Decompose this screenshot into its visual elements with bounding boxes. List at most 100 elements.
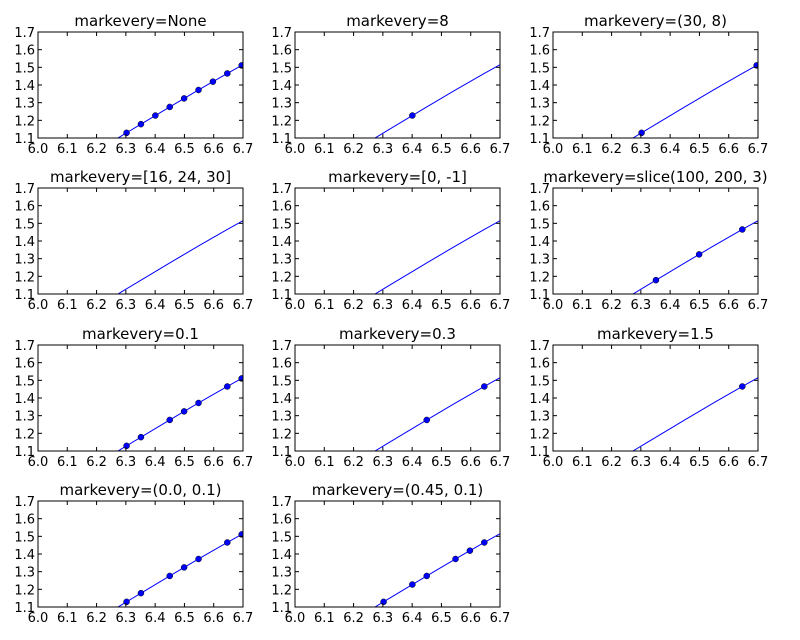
- y-tick-label: 1.4: [14, 79, 35, 94]
- series-line: [374, 533, 500, 607]
- y-tick-label: 1.4: [14, 235, 35, 250]
- x-tick-label: 6.4: [402, 611, 423, 626]
- x-tick-label: 6.7: [490, 611, 511, 626]
- x-tick-label: 6.0: [543, 142, 564, 157]
- axes-frame: [552, 344, 759, 452]
- y-tick-label: 1.3: [14, 253, 35, 268]
- subplot: markevery=None 6.0 6.1 6.2 6.3 6.4 6.5 6.6 6.7 1.…: [14, 12, 253, 157]
- y-tick-label: 1.2: [529, 114, 550, 129]
- data-marker: [481, 383, 488, 390]
- y-tick-label: 1.2: [14, 583, 35, 598]
- x-tick-label: 6.2: [601, 298, 622, 313]
- y-tick-label: 1.6: [14, 200, 35, 215]
- x-tick-label: 6.5: [689, 298, 710, 313]
- x-tick-label: 6.4: [145, 298, 166, 313]
- y-tick-label: 1.4: [529, 79, 550, 94]
- series-line: [374, 64, 500, 138]
- data-marker: [123, 442, 130, 450]
- data-marker: [209, 78, 217, 85]
- x-tick-label: 6.4: [402, 298, 423, 313]
- x-tick-label: 6.2: [86, 455, 107, 470]
- subplot: markevery=8 6.0 6.1 6.2 6.3 6.4 6.5 6.6 6.7 1.1 1.…: [271, 12, 511, 157]
- y-tick-label: 1.2: [529, 427, 550, 442]
- x-tick-label: 6.7: [490, 142, 511, 157]
- subplot: markevery=slice(100, 200, 3) 6.0 6.1 6.2 6.3…: [529, 168, 768, 313]
- data-marker: [224, 383, 231, 390]
- x-tick-label: 6.3: [116, 142, 137, 157]
- axes-frame: [552, 31, 759, 139]
- data-marker: [137, 433, 145, 441]
- y-tick-label: 1.6: [529, 44, 550, 59]
- data-marker: [137, 589, 145, 597]
- x-tick-label: 6.6: [203, 142, 224, 157]
- x-tick-label: 6.6: [718, 298, 739, 313]
- data-marker: [166, 572, 173, 580]
- data-marker: [180, 95, 188, 102]
- data-marker: [123, 129, 130, 137]
- y-tick-label: 1.6: [14, 513, 35, 528]
- x-tick-label: 6.4: [660, 455, 681, 470]
- x-tick-label: 6.1: [314, 611, 335, 626]
- x-tick-label: 6.1: [57, 298, 78, 313]
- y-tick-label: 1.6: [14, 357, 35, 372]
- y-tick-label: 1.6: [271, 200, 292, 215]
- data-marker: [195, 86, 202, 94]
- y-tick-label: 1.3: [271, 566, 292, 581]
- y-tick-label: 1.7: [14, 339, 35, 354]
- series-line: [117, 220, 243, 294]
- y-tick-label: 1.5: [529, 217, 550, 232]
- y-tick-label: 1.7: [529, 339, 550, 354]
- subplot-title: markevery=0.1: [82, 325, 199, 343]
- data-marker: [423, 572, 430, 580]
- x-tick-label: 6.5: [174, 455, 195, 470]
- y-tick-label: 1.1: [271, 132, 292, 147]
- y-tick-label: 1.3: [14, 566, 35, 581]
- x-tick-label: 6.3: [373, 298, 394, 313]
- y-tick-label: 1.7: [14, 182, 35, 197]
- y-tick-label: 1.4: [14, 392, 35, 407]
- y-tick-label: 1.2: [14, 270, 35, 285]
- y-tick-label: 1.5: [271, 217, 292, 232]
- y-tick-label: 1.6: [529, 357, 550, 372]
- x-tick-label: 6.1: [57, 611, 78, 626]
- x-tick-label: 6.5: [431, 611, 452, 626]
- x-tick-label: 6.2: [343, 455, 364, 470]
- x-tick-label: 6.4: [145, 142, 166, 157]
- x-tick-label: 6.6: [460, 611, 481, 626]
- data-marker: [423, 416, 430, 424]
- y-tick-label: 1.5: [14, 61, 35, 76]
- x-tick-label: 6.1: [57, 142, 78, 157]
- subplot-title: markevery=1.5: [597, 325, 714, 343]
- y-tick-label: 1.7: [271, 339, 292, 354]
- x-tick-label: 6.3: [116, 455, 137, 470]
- y-tick-label: 1.5: [14, 217, 35, 232]
- y-tick-label: 1.2: [14, 427, 35, 442]
- x-tick-label: 6.7: [233, 298, 254, 313]
- x-tick-label: 6.6: [460, 455, 481, 470]
- x-tick-label: 6.1: [314, 298, 335, 313]
- y-tick-label: 1.1: [14, 445, 35, 460]
- axes-frame: [294, 500, 501, 608]
- y-tick-label: 1.6: [529, 200, 550, 215]
- x-tick-label: 6.2: [343, 611, 364, 626]
- x-tick-label: 6.2: [86, 142, 107, 157]
- x-tick-label: 6.0: [285, 611, 306, 626]
- y-tick-label: 1.4: [271, 235, 292, 250]
- x-tick-label: 6.6: [460, 298, 481, 313]
- data-marker: [180, 564, 188, 571]
- x-tick-label: 6.0: [28, 455, 49, 470]
- y-tick-label: 1.5: [271, 374, 292, 389]
- x-tick-label: 6.0: [28, 611, 49, 626]
- x-tick-label: 6.4: [660, 298, 681, 313]
- y-tick-label: 1.1: [529, 132, 550, 147]
- x-tick-label: 6.3: [116, 298, 137, 313]
- x-tick-label: 6.1: [314, 455, 335, 470]
- y-tick-label: 1.6: [14, 44, 35, 59]
- axes-frame: [294, 31, 501, 139]
- subplot: markevery=(0.0, 0.1) 6.0 6.1 6.2 6.3 6.4 6.5 6.…: [14, 481, 253, 626]
- y-tick-label: 1.6: [271, 357, 292, 372]
- x-tick-label: 6.5: [174, 298, 195, 313]
- data-marker: [380, 598, 387, 606]
- x-tick-label: 6.4: [660, 142, 681, 157]
